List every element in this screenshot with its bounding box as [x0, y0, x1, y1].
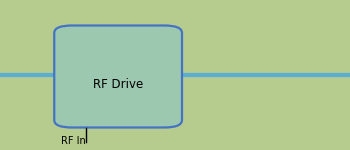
Text: RF Drive: RF Drive	[93, 78, 144, 90]
FancyBboxPatch shape	[54, 26, 182, 127]
Text: RF In: RF In	[61, 136, 86, 146]
